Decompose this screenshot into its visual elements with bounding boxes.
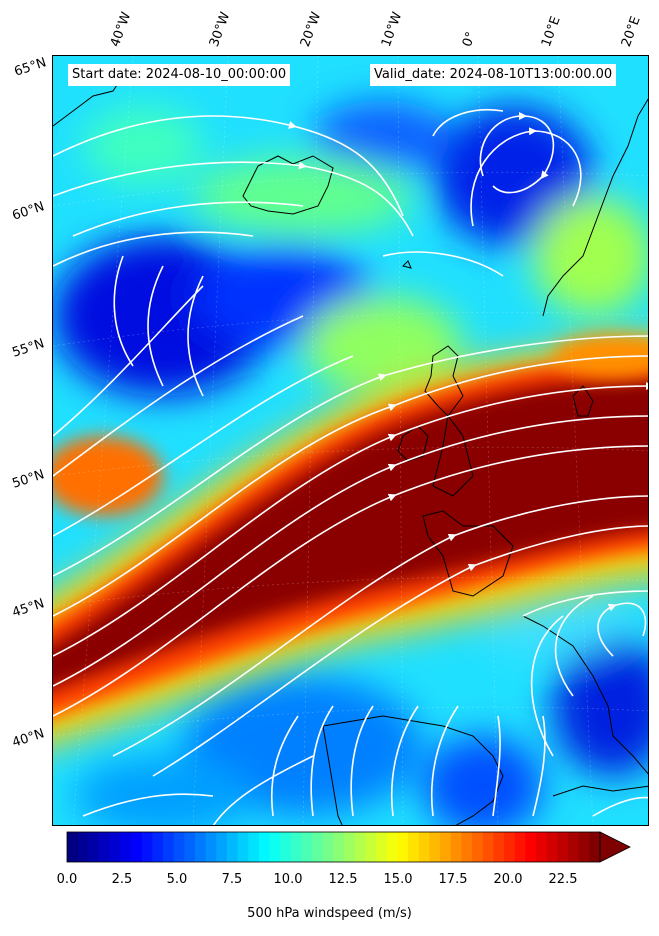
colorbar-cell: [280, 832, 292, 862]
colorbar-cell: [173, 832, 185, 862]
lat-label-55n: 55°N: [10, 336, 47, 361]
colorbar-tick-22.5: 22.5: [548, 872, 578, 887]
colorbar-cell: [258, 832, 271, 862]
colorbar-cell: [162, 832, 175, 862]
colorbar-tick-0: 0.0: [56, 872, 78, 887]
colorbar-tick-2.5: 2.5: [111, 872, 133, 887]
colorbar-cell: [269, 832, 281, 862]
colorbar-cell: [312, 832, 324, 862]
lon-label-10w: 10°W: [378, 10, 406, 49]
colorbar-cell: [120, 832, 132, 862]
colorbar-cell: [429, 832, 441, 862]
colorbar-cell: [461, 832, 473, 862]
colorbar-cell: [354, 832, 367, 862]
colorbar-cell: [568, 832, 580, 862]
colorbar-cell: [514, 832, 526, 862]
lon-label-40w: 40°W: [107, 10, 135, 49]
windspeed-field: [53, 56, 648, 825]
colorbar-cell: [194, 832, 207, 862]
colorbar-cell: [248, 832, 260, 862]
colorbar-tick-10: 10.0: [273, 872, 303, 887]
colorbar-cell: [322, 832, 335, 862]
jet-stream-core: [53, 376, 648, 689]
graticule: [53, 56, 648, 825]
colorbar-cell: [504, 832, 516, 862]
colorbar-cell: [408, 832, 420, 862]
lat-label-40n: 40°N: [10, 726, 47, 751]
colorbar-cell: [493, 832, 505, 862]
colorbar-cell: [525, 832, 537, 862]
lon-label-10e: 10°E: [538, 14, 564, 50]
colorbar-cell: [216, 832, 228, 862]
colorbar-tick-15: 15.0: [383, 872, 413, 887]
colorbar-cell: [237, 832, 249, 862]
lon-label-20e: 20°E: [618, 14, 644, 50]
colorbar-tick-7.5: 7.5: [221, 872, 243, 887]
valid-date-label: Valid_date: 2024-08-10T13:00:00.00: [370, 64, 617, 86]
colorbar-cell: [386, 832, 399, 862]
lat-label-60n: 60°N: [10, 199, 47, 224]
colorbar-cell: [589, 832, 601, 862]
lat-label-45n: 45°N: [10, 596, 47, 621]
start-date-label: Start date: 2024-08-10_00:00:00: [68, 64, 291, 86]
lat-label-65n: 65°N: [12, 55, 49, 80]
colorbar-cell: [205, 832, 217, 862]
wind-map-panel: [52, 55, 649, 826]
colorbar-cell: [376, 832, 388, 862]
colorbar-cell: [98, 832, 111, 862]
colorbar-cell: [109, 832, 121, 862]
colorbar-cell: [184, 832, 196, 862]
colorbar-cell: [290, 832, 303, 862]
lat-label-50n: 50°N: [10, 467, 47, 492]
colorbar-cell: [418, 832, 431, 862]
colorbar-cell: [536, 832, 548, 862]
streamlines: [53, 108, 648, 825]
colorbar-cell: [440, 832, 452, 862]
colorbar-cell: [472, 832, 484, 862]
colorbar-cell: [141, 832, 153, 862]
colorbar-tick-12.5: 12.5: [328, 872, 358, 887]
colorbar-label: 500 hPa windspeed (m/s): [247, 906, 412, 921]
colorbar-cells: [67, 832, 601, 862]
colorbar: [66, 831, 631, 863]
colorbar-extend-arrow: [599, 831, 631, 863]
colorbar-cell: [397, 832, 409, 862]
colorbar-cell: [301, 832, 313, 862]
colorbar-cell: [333, 832, 345, 862]
colorbar-cell: [344, 832, 356, 862]
colorbar-cell: [578, 832, 590, 862]
colorbar-cell: [77, 832, 89, 862]
lon-label-30w: 30°W: [206, 10, 234, 49]
lon-label-20w: 20°W: [297, 10, 325, 49]
colorbar-cell: [88, 832, 100, 862]
colorbar-cell: [226, 832, 239, 862]
colorbar-cell: [546, 832, 558, 862]
colorbar-cell: [365, 832, 377, 862]
colorbar-tick-5: 5.0: [166, 872, 188, 887]
colorbar-cell: [67, 832, 79, 862]
colorbar-cell: [482, 832, 494, 862]
lon-label-0: 0°: [459, 29, 480, 49]
colorbar-cell: [152, 832, 164, 862]
colorbar-tick-20: 20.0: [493, 872, 523, 887]
colorbar-cell: [450, 832, 463, 862]
colorbar-frame: [66, 831, 601, 863]
colorbar-cell: [130, 832, 143, 862]
colorbar-cell: [557, 832, 569, 862]
colorbar-tick-17.5: 17.5: [438, 872, 468, 887]
